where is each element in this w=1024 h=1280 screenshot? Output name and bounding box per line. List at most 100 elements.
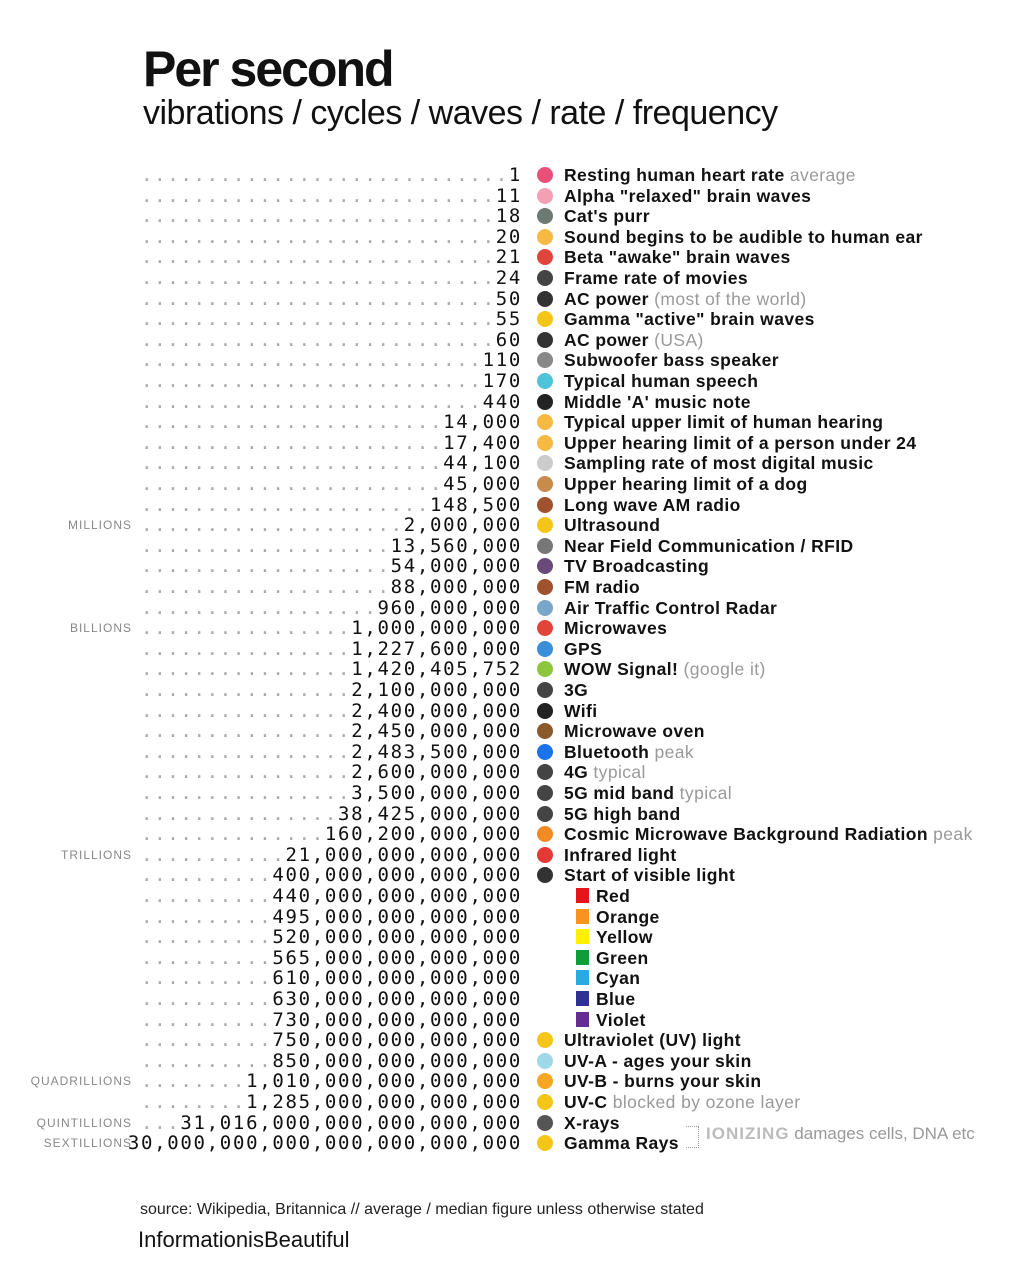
- value-text: 630,000,000,000,000: [272, 988, 522, 1010]
- label-text: UV-B - burns your skin: [564, 1071, 762, 1092]
- value-text: 110: [482, 349, 522, 372]
- frequency-value: ..................960,000,000: [141, 598, 522, 618]
- heart-icon: [537, 167, 553, 183]
- item-label: Cyan: [596, 968, 640, 988]
- cd-icon: [537, 455, 553, 472]
- label-text: 5G mid band: [564, 783, 675, 803]
- item-label: 4G typical: [564, 762, 646, 782]
- frequency-value: ..........750,000,000,000,000: [141, 1030, 522, 1050]
- list-item: ...................88,000,000 FM radio: [0, 577, 1024, 597]
- color-swatch: [576, 991, 589, 1006]
- item-label: Yellow: [596, 927, 653, 947]
- item-label: Ultrasound: [564, 515, 660, 535]
- frequency-value: ..........565,000,000,000,000: [141, 948, 522, 968]
- label-text: WOW Signal!: [564, 659, 679, 680]
- list-item: ..........565,000,000,000,000 Green: [0, 948, 1024, 968]
- value-text: 1,010,000,000,000,000: [246, 1070, 522, 1093]
- list-item: .......................44,100 Sampling ra…: [0, 453, 1024, 473]
- dot-leader: ...........................: [140, 205, 496, 228]
- frequency-value: ..........................170: [141, 371, 522, 391]
- label-text: Upper hearing limit of a person under 24: [564, 432, 917, 453]
- list-item: ..........630,000,000,000,000 Blue: [0, 989, 1024, 1009]
- label-text: TV Broadcasting: [564, 556, 710, 577]
- value-text: 44,100: [443, 452, 522, 475]
- frequency-value: ..........850,000,000,000,000: [141, 1051, 522, 1071]
- list-item: QUINTILLIONS ...31,016,000,000,000,000,00…: [0, 1113, 1024, 1133]
- music-note-icon: [537, 393, 553, 410]
- dot-leader: ..........: [140, 967, 273, 990]
- list-item: ............................1 Resting hum…: [0, 165, 1024, 185]
- wifi-icon: [537, 702, 553, 719]
- value-text: 2,100,000,000: [351, 679, 522, 701]
- list-item: ...........................20 Sound begin…: [0, 227, 1024, 247]
- radio-icon: [537, 496, 553, 513]
- frequency-value: ..........495,000,000,000,000: [141, 907, 522, 927]
- dot-leader: ..........: [140, 885, 273, 907]
- list-item: ..............160,200,000,000 Cosmic Micr…: [0, 824, 1024, 844]
- dot-leader: ..........: [140, 1008, 273, 1031]
- dot-leader: ..........................: [140, 349, 483, 372]
- frequency-value: ...........................60: [141, 330, 522, 350]
- item-label: Orange: [596, 907, 660, 927]
- item-label: Upper hearing limit of a dog: [564, 474, 808, 494]
- dot-leader: ...............: [140, 802, 339, 825]
- value-text: 850,000,000,000,000: [272, 1049, 522, 1072]
- frequency-value: ..........400,000,000,000,000: [141, 865, 522, 885]
- dot-leader: ..........: [140, 988, 273, 1010]
- color-swatch: [576, 970, 589, 986]
- list-item: ...............38,425,000,000 5G high ban…: [0, 804, 1024, 824]
- label-text: Wifi: [564, 700, 598, 721]
- item-label: Gamma Rays: [564, 1133, 679, 1153]
- value-text: 45,000: [443, 473, 522, 495]
- value-text: 21,000,000,000,000: [285, 843, 522, 866]
- label-text: Sampling rate of most digital music: [564, 453, 874, 474]
- label-text: Subwoofer bass speaker: [564, 350, 779, 371]
- ear-icon: [537, 414, 553, 431]
- label-text: Cat's purr: [564, 206, 650, 227]
- value-text: 24: [495, 267, 522, 289]
- cat-icon: [537, 208, 553, 225]
- value-text: 1,000,000,000: [351, 617, 522, 640]
- label-note: peak: [654, 741, 695, 762]
- value-text: 2,000,000: [403, 514, 522, 537]
- label-text: Upper hearing limit of a dog: [564, 474, 808, 494]
- item-label: AC power (most of the world): [564, 289, 807, 309]
- dot-leader: ....................: [140, 514, 404, 537]
- ionizing-bracket: [686, 1126, 699, 1148]
- ear-icon: [537, 434, 553, 451]
- dot-leader: ...........: [140, 843, 286, 866]
- item-label: Typical upper limit of human hearing: [564, 412, 883, 432]
- list-item: ...........................24 Frame rate …: [0, 268, 1024, 288]
- scale-label: SEXTILLIONS: [43, 1136, 132, 1151]
- dot-leader: ...........................: [140, 246, 496, 269]
- dot-leader: ...........................: [140, 308, 496, 331]
- item-label: Microwaves: [564, 618, 667, 638]
- brand-logo: InformationisBeautiful: [138, 1227, 350, 1252]
- label-text: Infrared light: [564, 844, 677, 865]
- frequency-value: ................2,483,500,000: [141, 742, 522, 762]
- sun-icon: [537, 1094, 553, 1110]
- item-label: GPS: [564, 639, 602, 659]
- item-label: WOW Signal! (google it): [564, 659, 766, 679]
- value-text: 565,000,000,000,000: [272, 946, 522, 969]
- list-item: ..................960,000,000 Air Traffic…: [0, 598, 1024, 618]
- frequency-value: ................1,420,405,752: [141, 659, 522, 679]
- label-note: average: [789, 165, 856, 185]
- label-text: Ultraviolet (UV) light: [564, 1030, 741, 1051]
- dot-leader: ...........................: [140, 225, 496, 248]
- dot-leader: ................: [140, 782, 352, 804]
- value-text: 1,420,405,752: [351, 658, 522, 681]
- alarm-clock-icon: [537, 249, 553, 266]
- card-icon: [537, 537, 553, 554]
- list-item: ................1,227,600,000 GPS: [0, 639, 1024, 659]
- list-item: ................2,483,500,000 Bluetooth p…: [0, 742, 1024, 762]
- dot-leader: ........: [140, 1070, 247, 1093]
- frequency-value: .......................14,000: [141, 412, 522, 432]
- item-label: Resting human heart rate average: [564, 165, 856, 185]
- value-text: 3,500,000,000: [351, 782, 522, 804]
- dot-leader: .......................: [140, 411, 444, 434]
- frequency-value: ...............38,425,000,000: [141, 804, 522, 824]
- source-note: source: Wikipedia, Britannica // average…: [140, 1201, 704, 1218]
- list-item: ...........................55 Gamma "acti…: [0, 309, 1024, 329]
